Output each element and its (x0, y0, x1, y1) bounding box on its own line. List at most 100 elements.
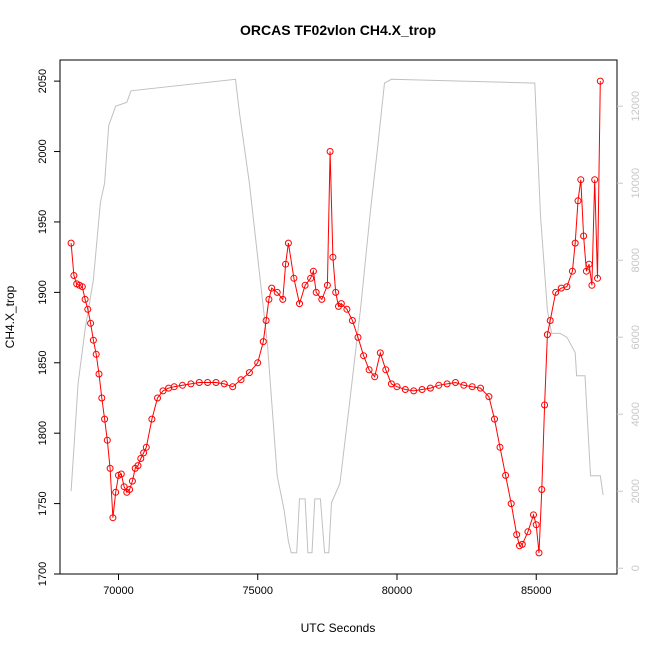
ch4-point (268, 284, 276, 292)
ch4-series (67, 77, 604, 557)
ch4-point (117, 470, 125, 478)
ch4-point (477, 384, 484, 392)
altitude-line (70, 78, 604, 554)
y2-tick-label: 6000 (630, 325, 642, 349)
ch4-point (301, 281, 309, 289)
ch4-point (596, 77, 604, 85)
ch4-point (410, 387, 418, 395)
ch4-point (204, 379, 212, 386)
ch4-point (585, 260, 593, 268)
ch4-point (443, 380, 451, 388)
ch4-point (89, 336, 97, 344)
ch4-point (502, 471, 510, 479)
ch4-point (563, 283, 571, 291)
ch4-point (137, 455, 145, 462)
ch4-point (92, 350, 100, 358)
ch4-point (535, 549, 543, 557)
ch4-point (532, 521, 540, 529)
ch4-point (81, 295, 89, 303)
ch4-point (279, 295, 287, 303)
y2-tick-label: 10000 (630, 168, 642, 199)
ch4-point (312, 288, 320, 296)
ch4-point (323, 281, 331, 289)
y-tick-label: 1800 (37, 421, 49, 445)
ch4-point (140, 449, 148, 457)
ch4-point (309, 267, 317, 275)
ch4-point (290, 274, 298, 282)
ch4-point (591, 176, 599, 184)
ch4-point (332, 288, 340, 296)
ch4-point (84, 305, 92, 313)
ch4-point (262, 317, 270, 324)
ch4-point (67, 239, 75, 247)
ch4-line (70, 81, 601, 553)
x-tick-label: 80000 (382, 585, 413, 597)
ch4-point (245, 369, 253, 377)
ch4-point (387, 380, 395, 388)
ch4-point (541, 401, 549, 409)
x-tick-label: 75000 (242, 585, 273, 597)
ch4-point (513, 531, 521, 539)
y2-tick-label: 8000 (630, 248, 642, 272)
y2-tick-label: 2000 (630, 479, 642, 503)
ch4-point (128, 477, 136, 485)
ch4-point (101, 415, 109, 423)
ch4-point (568, 267, 576, 275)
ch4-point (496, 443, 504, 451)
ch4-point (187, 380, 195, 388)
ch4-point (112, 488, 120, 496)
ch4-point (273, 288, 281, 296)
y-tick-label: 1950 (37, 210, 49, 234)
ch4-point (95, 370, 103, 378)
ch4-point (170, 383, 178, 391)
ch4-point (435, 381, 443, 389)
y2-tick-label: 4000 (630, 402, 642, 426)
ch4-point (543, 331, 551, 339)
ch4-point (552, 288, 560, 296)
ch4-point (393, 383, 401, 391)
y-tick-label: 1750 (37, 491, 49, 515)
ch4-point (307, 274, 315, 282)
plot-area-frame (59, 59, 618, 575)
ch4-point (418, 386, 426, 393)
ch4-point (348, 317, 356, 324)
ch4-point (195, 379, 203, 386)
ch4-point (282, 260, 290, 268)
ch4-point (426, 384, 434, 392)
ch4-point (126, 486, 134, 493)
ch4-point (103, 436, 111, 444)
ch4-point (530, 511, 537, 519)
ch4-point (594, 274, 601, 282)
chart-title: ORCAS TF02vlon CH4.X_trop (240, 22, 436, 38)
ch4-point (142, 443, 150, 451)
ch4-point (371, 373, 379, 381)
ch4-point (365, 366, 373, 374)
ch4-point (212, 379, 220, 386)
ch4-point (571, 239, 579, 247)
ch4-point (326, 148, 334, 155)
ch4-point (106, 464, 114, 472)
y-tick-label: 2050 (37, 69, 49, 93)
ch4-point (265, 295, 273, 303)
ch4-point (524, 528, 532, 536)
ch4-point (284, 239, 292, 247)
ch4-point (382, 366, 390, 374)
x-axis-label: UTC Seconds (301, 621, 376, 635)
ch4-point (376, 349, 384, 357)
ch4-point (159, 387, 167, 395)
ch4-point (354, 333, 362, 341)
ch4-point (259, 338, 267, 346)
ch4-point (179, 381, 186, 389)
y2-tick-label: 12000 (630, 91, 642, 122)
y-tick-label: 1900 (37, 280, 49, 304)
x-tick-label: 85000 (521, 585, 552, 597)
ch4-point (109, 514, 117, 522)
ch4-point (87, 319, 95, 327)
ch4-point (574, 197, 582, 205)
ch4-point (148, 415, 156, 423)
ch4-point (220, 380, 228, 388)
y2-tick-label: 0 (630, 565, 642, 571)
axes: 70000 75000 80000 8500017001750180018501900… (37, 69, 642, 597)
